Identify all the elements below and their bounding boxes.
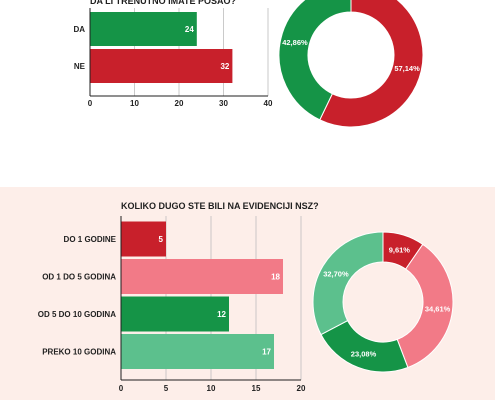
donut-slice-da <box>278 0 352 121</box>
slice-value-label: 34,61% <box>425 305 451 314</box>
x-tick-label: 10 <box>130 99 139 108</box>
bar-od-5-do-10-godina <box>121 296 229 332</box>
donut-slice-preko-10-godina <box>312 231 384 336</box>
job-status-bar-chart: DA LI TRENUTNO IMATE POSAO? 0 10 20 30 40 DA 24… <box>73 0 273 108</box>
slice-value-label: 9,61% <box>389 245 411 254</box>
bar-value-label: 5 <box>159 235 164 244</box>
registration-duration-donut-chart: 9,61% 34,61% 23,08% 32,70% <box>312 231 454 373</box>
slice-value-label: 42,86% <box>282 38 308 47</box>
category-label: DO 1 GODINE <box>64 235 117 244</box>
x-tick-label: 40 <box>264 99 273 108</box>
chart-title: DA LI TRENUTNO IMATE POSAO? <box>90 0 236 6</box>
donut-slice-od-5-do-10-godina <box>320 319 409 373</box>
registration-duration-bar-chart: KOLIKO DUGO STE BILI NA EVIDENCIJI NSZ? 0… <box>38 201 319 393</box>
bar-value-label: 12 <box>217 310 226 319</box>
x-tick-label: 10 <box>207 384 216 393</box>
x-tick-label: 5 <box>164 384 169 393</box>
bar-od-1-do-5-godina <box>121 259 283 294</box>
x-tick-label: 15 <box>252 384 261 393</box>
bar-value-label: 24 <box>185 25 194 34</box>
bar-da <box>90 12 197 46</box>
category-label: NE <box>74 62 86 71</box>
x-tick-label: 20 <box>297 384 306 393</box>
slice-value-label: 23,08% <box>351 349 377 358</box>
bar-value-label: 32 <box>220 62 229 71</box>
category-label: OD 1 DO 5 GODINA <box>42 273 116 282</box>
slice-value-label: 32,70% <box>323 270 349 279</box>
x-tick-label: 30 <box>219 99 228 108</box>
x-tick-label: 0 <box>119 384 124 393</box>
chart-title: KOLIKO DUGO STE BILI NA EVIDENCIJI NSZ? <box>121 201 319 211</box>
bar-do-1-godine <box>121 221 166 257</box>
x-tick-label: 20 <box>175 99 184 108</box>
donut-slice-ne <box>319 0 424 128</box>
donut-slice-od-1-do-5-godina <box>396 243 454 369</box>
bar-value-label: 17 <box>262 348 271 357</box>
x-tick-label: 0 <box>88 99 93 108</box>
category-label: PREKO 10 GODINA <box>42 348 116 357</box>
bar-ne <box>90 49 233 83</box>
bar-preko-10-godina <box>121 334 274 369</box>
job-status-donut-chart: 57,14% 42,86% <box>278 0 424 128</box>
slice-value-label: 57,14% <box>394 64 420 73</box>
category-label: OD 5 DO 10 GODINA <box>38 310 116 319</box>
bar-value-label: 18 <box>271 273 280 282</box>
category-label: DA <box>73 25 85 34</box>
